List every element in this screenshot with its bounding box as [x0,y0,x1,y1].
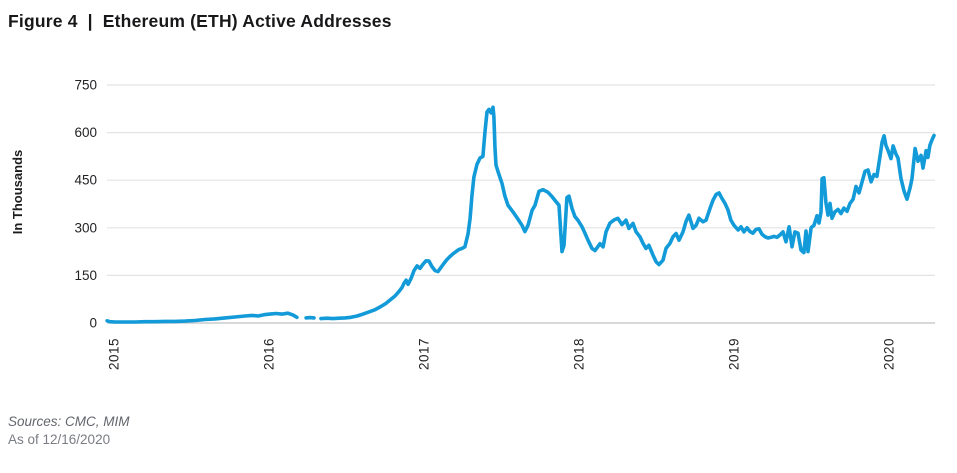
title-separator: | [87,11,93,31]
figure-title: Figure 4 | Ethereum (ETH) Active Addresses [8,11,392,32]
x-tick-label: 2017 [417,338,432,370]
figure-label: Figure 4 [8,11,78,31]
page-title: Ethereum (ETH) Active Addresses [102,11,392,31]
y-tick-label: 300 [74,220,97,235]
x-tick-label: 2016 [262,338,277,370]
y-tick-label: 150 [74,268,97,283]
y-tick-label: 750 [74,78,97,93]
x-tick-label: 2020 [882,338,897,370]
eth-active-addresses-line-chart: 0 150 300 450 600 750 In Thousands 2015 2016 2017… [10,78,936,370]
y-tick-label: 450 [74,173,97,188]
x-tick-label: 2015 [107,338,122,370]
x-tick-label: 2019 [727,338,742,370]
series-line-eth-active-addresses [105,105,936,324]
as-of-date: As of 12/16/2020 [8,432,111,447]
y-tick-label: 0 [89,316,97,331]
sources-note: Sources: CMC, MIM [8,414,130,429]
x-tick-label: 2018 [572,338,587,370]
y-axis-title: In Thousands [10,150,25,235]
y-tick-label: 600 [74,125,97,140]
